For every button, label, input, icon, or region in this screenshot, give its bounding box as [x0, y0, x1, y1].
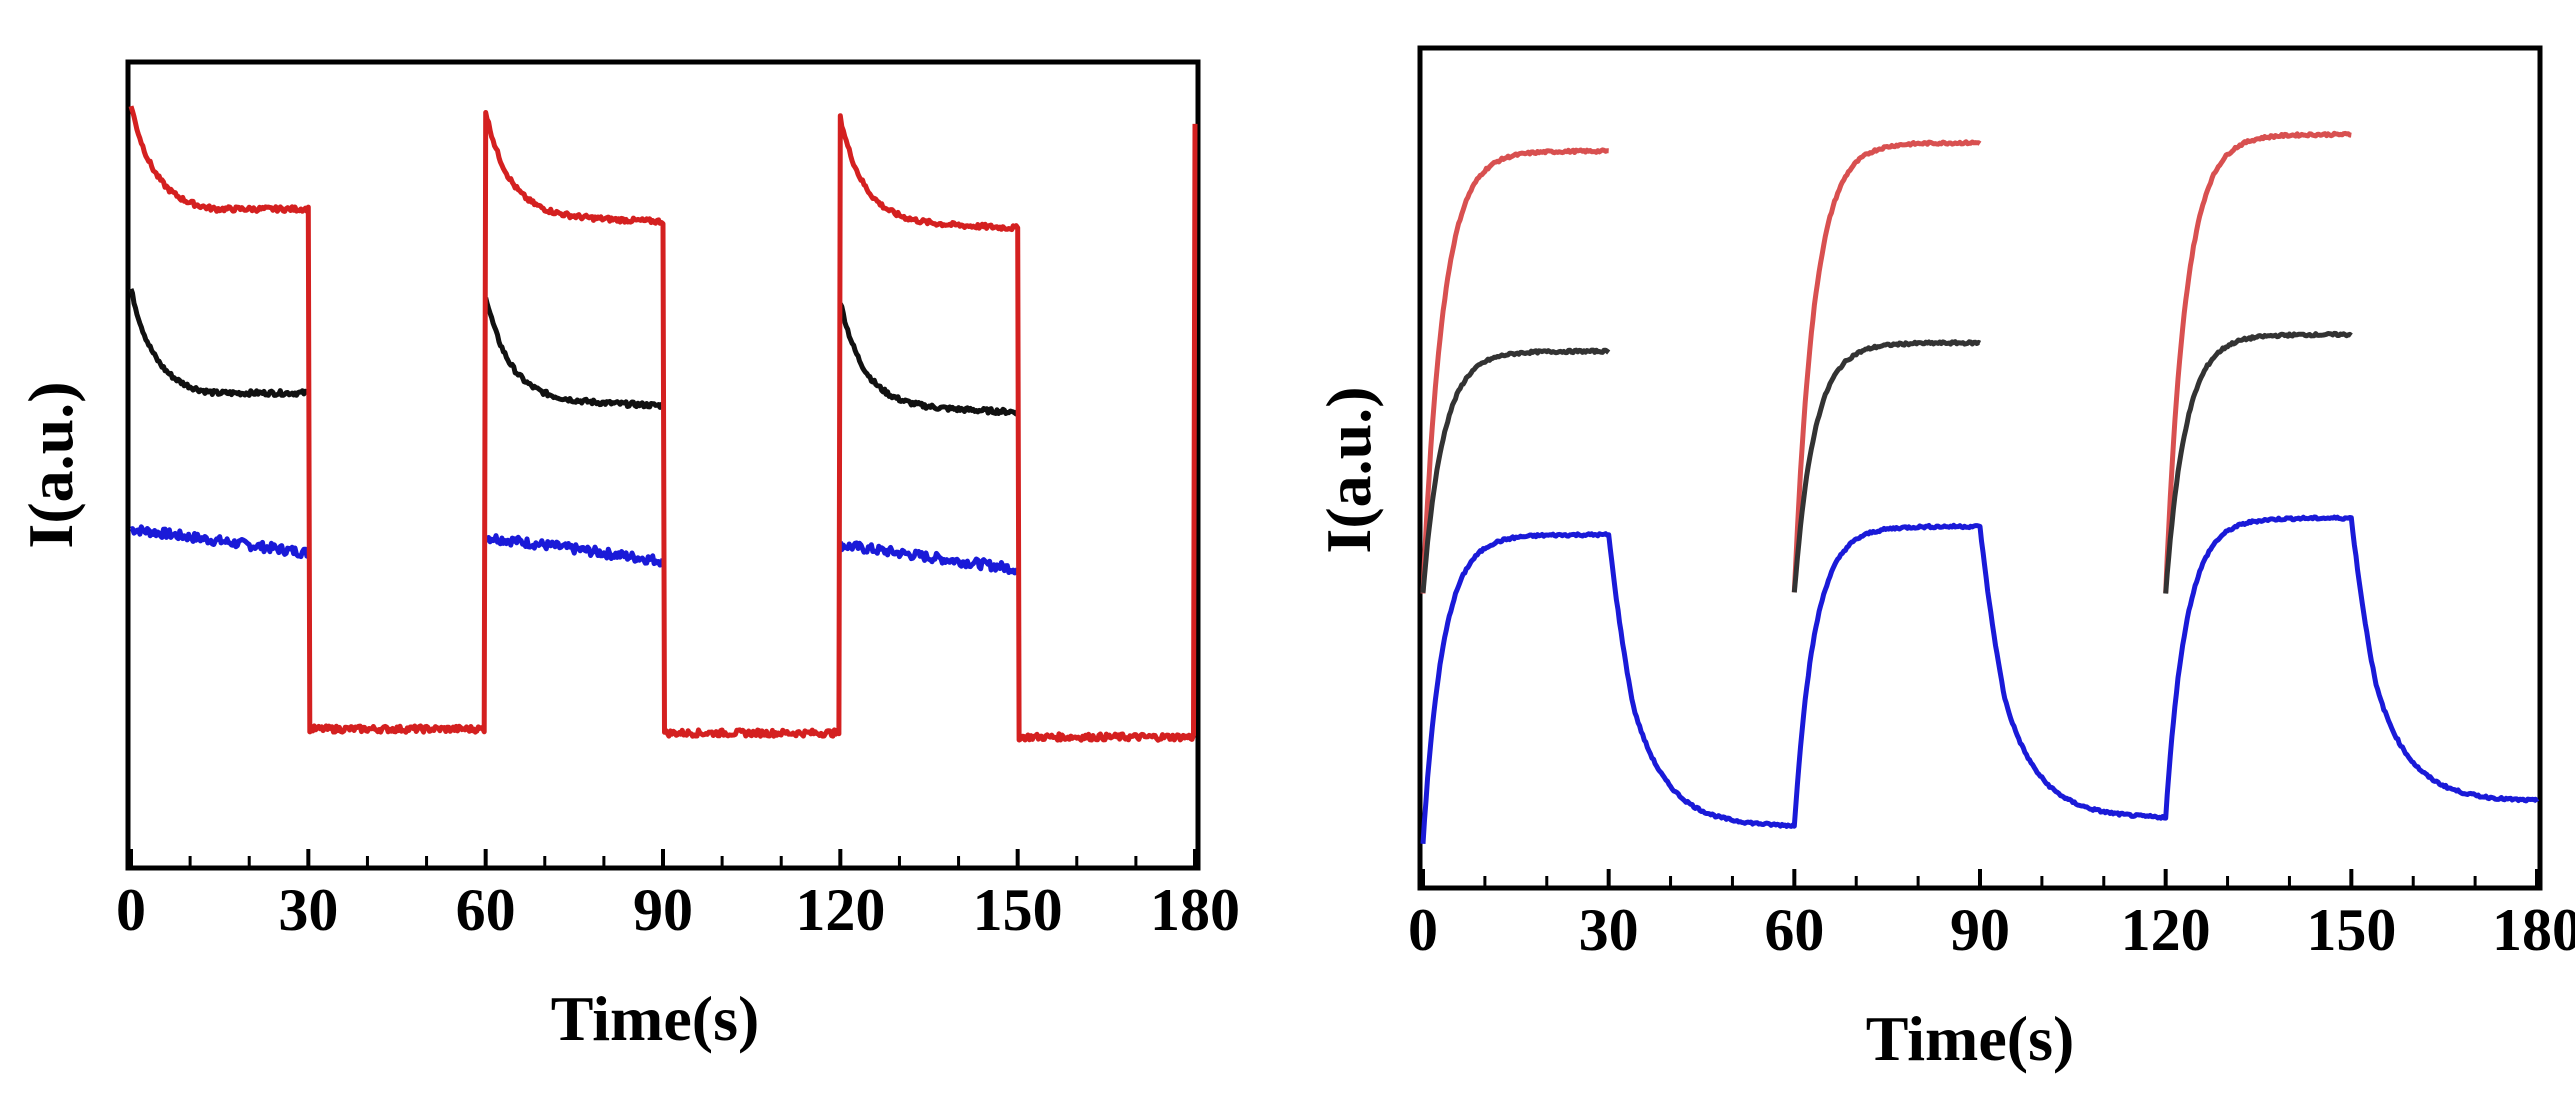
- x-tick-label: 60: [1764, 897, 1824, 963]
- x-tick-label: 180: [1150, 877, 1240, 943]
- right-series-group: [1420, 130, 2540, 844]
- right-x-axis-label: Time(s): [1866, 1003, 2075, 1074]
- series-line-red: [128, 105, 1198, 743]
- x-tick-label: 30: [278, 877, 338, 943]
- left-x-axis-label: Time(s): [551, 983, 760, 1054]
- x-tick-label: 0: [116, 877, 146, 943]
- series-line-black: [1420, 330, 2353, 594]
- left-chart-panel: 0 30 60 90 120 150 180 Time(s) I(a.u.): [15, 59, 1240, 1054]
- x-tick-label: 90: [1950, 897, 2010, 963]
- x-tick-label: 180: [2492, 897, 2575, 963]
- x-tick-label: 90: [633, 877, 693, 943]
- x-tick-label: 120: [2121, 897, 2211, 963]
- series-line-blue: [1420, 514, 2540, 844]
- x-tick-label: 150: [973, 877, 1063, 943]
- left-y-axis-label: I(a.u.): [15, 381, 86, 548]
- right-plot-frame: [1417, 45, 2543, 891]
- right-x-ticks: 0 30 60 90 120 150 180: [1408, 869, 2575, 963]
- left-x-ticks: 0 30 60 90 120 150 180: [116, 849, 1240, 943]
- x-tick-label: 120: [795, 877, 885, 943]
- right-chart-panel: 0 30 60 90 120 150 180 Time(s) I(a.u.): [1313, 45, 2575, 1074]
- series-line-red: [1420, 130, 2353, 594]
- right-y-axis-label: I(a.u.): [1313, 386, 1384, 553]
- x-tick-label: 0: [1408, 897, 1438, 963]
- x-tick-label: 150: [2306, 897, 2396, 963]
- x-tick-label: 60: [456, 877, 516, 943]
- x-tick-label: 30: [1579, 897, 1639, 963]
- left-series-group: [128, 105, 1198, 743]
